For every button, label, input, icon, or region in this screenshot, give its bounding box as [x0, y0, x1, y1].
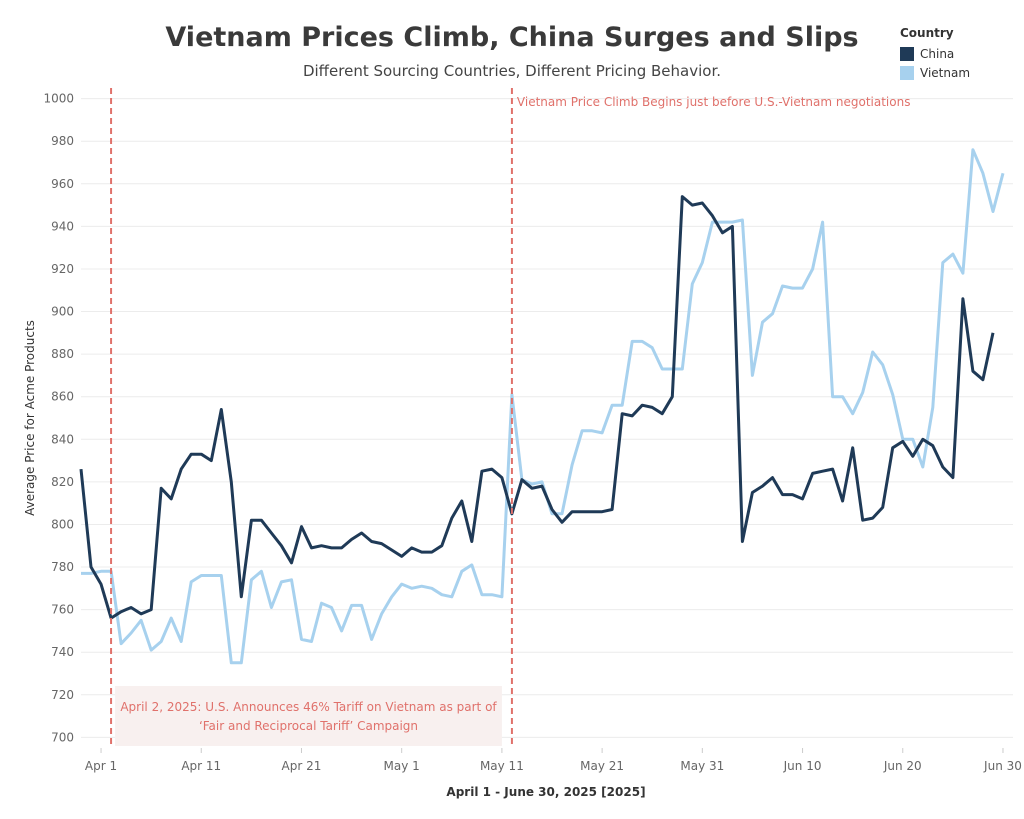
y-tick-label: 860	[51, 390, 74, 404]
x-tick-label: Apr 21	[282, 759, 322, 773]
x-axis-label: April 1 - June 30, 2025 [2025]	[446, 785, 645, 799]
series-line-vietnam	[81, 148, 1005, 665]
y-tick-label: 840	[51, 432, 74, 446]
annotation-april2-line2: ‘Fair and Reciprocal Tariff’ Campaign	[199, 719, 418, 733]
legend-swatch-china	[900, 46, 914, 61]
x-axis-ticks: Apr 1 Apr 11 Apr 21 May 1 May 11 May 21 May 31…	[85, 748, 1022, 773]
series-line-china	[79, 195, 995, 620]
y-tick-label: 1000	[43, 92, 74, 106]
legend-label-china: China	[920, 46, 955, 61]
y-tick-label: 740	[51, 645, 74, 659]
legend-label-vietnam: Vietnam	[920, 65, 971, 80]
y-tick-label: 900	[51, 305, 74, 319]
x-tick-label: May 21	[580, 759, 624, 773]
annotation-april2-line1: April 2, 2025: U.S. Announces 46% Tariff…	[120, 700, 497, 714]
y-tick-label: 920	[51, 262, 74, 276]
annotation-box	[115, 686, 502, 746]
legend: Country China Vietnam	[900, 26, 970, 82]
x-tick-label: Jun 20	[883, 759, 922, 773]
series-lines	[79, 148, 1005, 665]
y-tick-label: 760	[51, 603, 74, 617]
y-tick-label: 780	[51, 560, 74, 574]
legend-title: Country	[900, 26, 954, 40]
annotation-may12: Vietnam Price Climb Begins just before U…	[517, 95, 911, 109]
y-tick-label: 980	[51, 134, 74, 148]
x-tick-label: May 31	[680, 759, 724, 773]
chart-subtitle: Different Sourcing Countries, Different …	[302, 62, 722, 80]
x-tick-label: May 1	[384, 759, 420, 773]
grid-lines	[81, 98, 1013, 738]
y-tick-label: 940	[51, 219, 74, 233]
x-tick-label: Jun 30	[983, 759, 1022, 773]
x-tick-label: May 11	[480, 759, 524, 773]
y-axis-ticks: 700 720 740 760 780 800 820 840 860 880 900 920 940 9…	[43, 92, 74, 745]
y-tick-label: 700	[51, 730, 74, 744]
y-tick-label: 960	[51, 177, 74, 191]
y-tick-label: 820	[51, 475, 74, 489]
x-tick-label: Apr 1	[85, 759, 117, 773]
y-tick-label: 880	[51, 347, 74, 361]
x-tick-label: Apr 11	[181, 759, 221, 773]
y-axis-label: Average Price for Acme Products	[23, 320, 37, 516]
y-tick-label: 720	[51, 688, 74, 702]
legend-item-china[interactable]: China	[900, 44, 970, 63]
legend-item-vietnam[interactable]: Vietnam	[900, 63, 970, 82]
legend-swatch-vietnam	[900, 65, 914, 80]
chart-title: Vietnam Prices Climb, China Surges and S…	[165, 22, 859, 53]
y-tick-label: 800	[51, 517, 74, 531]
x-tick-label: Jun 10	[783, 759, 822, 773]
